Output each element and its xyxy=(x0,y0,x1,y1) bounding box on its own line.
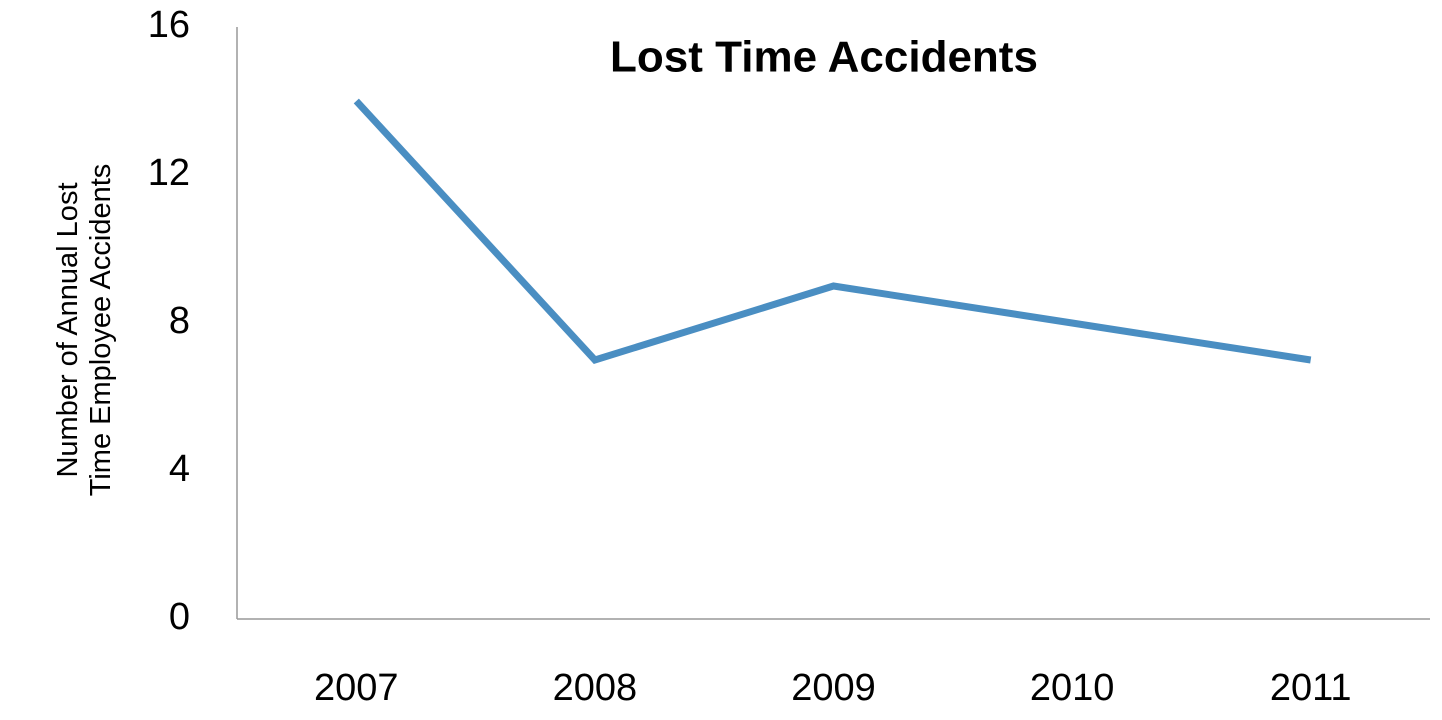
y-tick-label: 0 xyxy=(169,596,190,638)
x-tick-label: 2010 xyxy=(1030,667,1115,709)
y-tick-label: 16 xyxy=(148,4,190,46)
chart-title: Lost Time Accidents xyxy=(610,33,1038,82)
x-tick-label: 2011 xyxy=(1270,667,1352,709)
x-tick-label: 2007 xyxy=(314,667,399,709)
y-tick-label: 4 xyxy=(169,448,190,490)
line-series xyxy=(353,98,1312,364)
y-axis-label: Number of Annual Lost Time Employee Acci… xyxy=(52,163,117,497)
x-tick-label: 2008 xyxy=(553,667,638,709)
y-tick-label: 12 xyxy=(148,152,190,194)
x-tick-label: 2009 xyxy=(791,667,876,709)
y-tick-label: 8 xyxy=(169,300,190,342)
